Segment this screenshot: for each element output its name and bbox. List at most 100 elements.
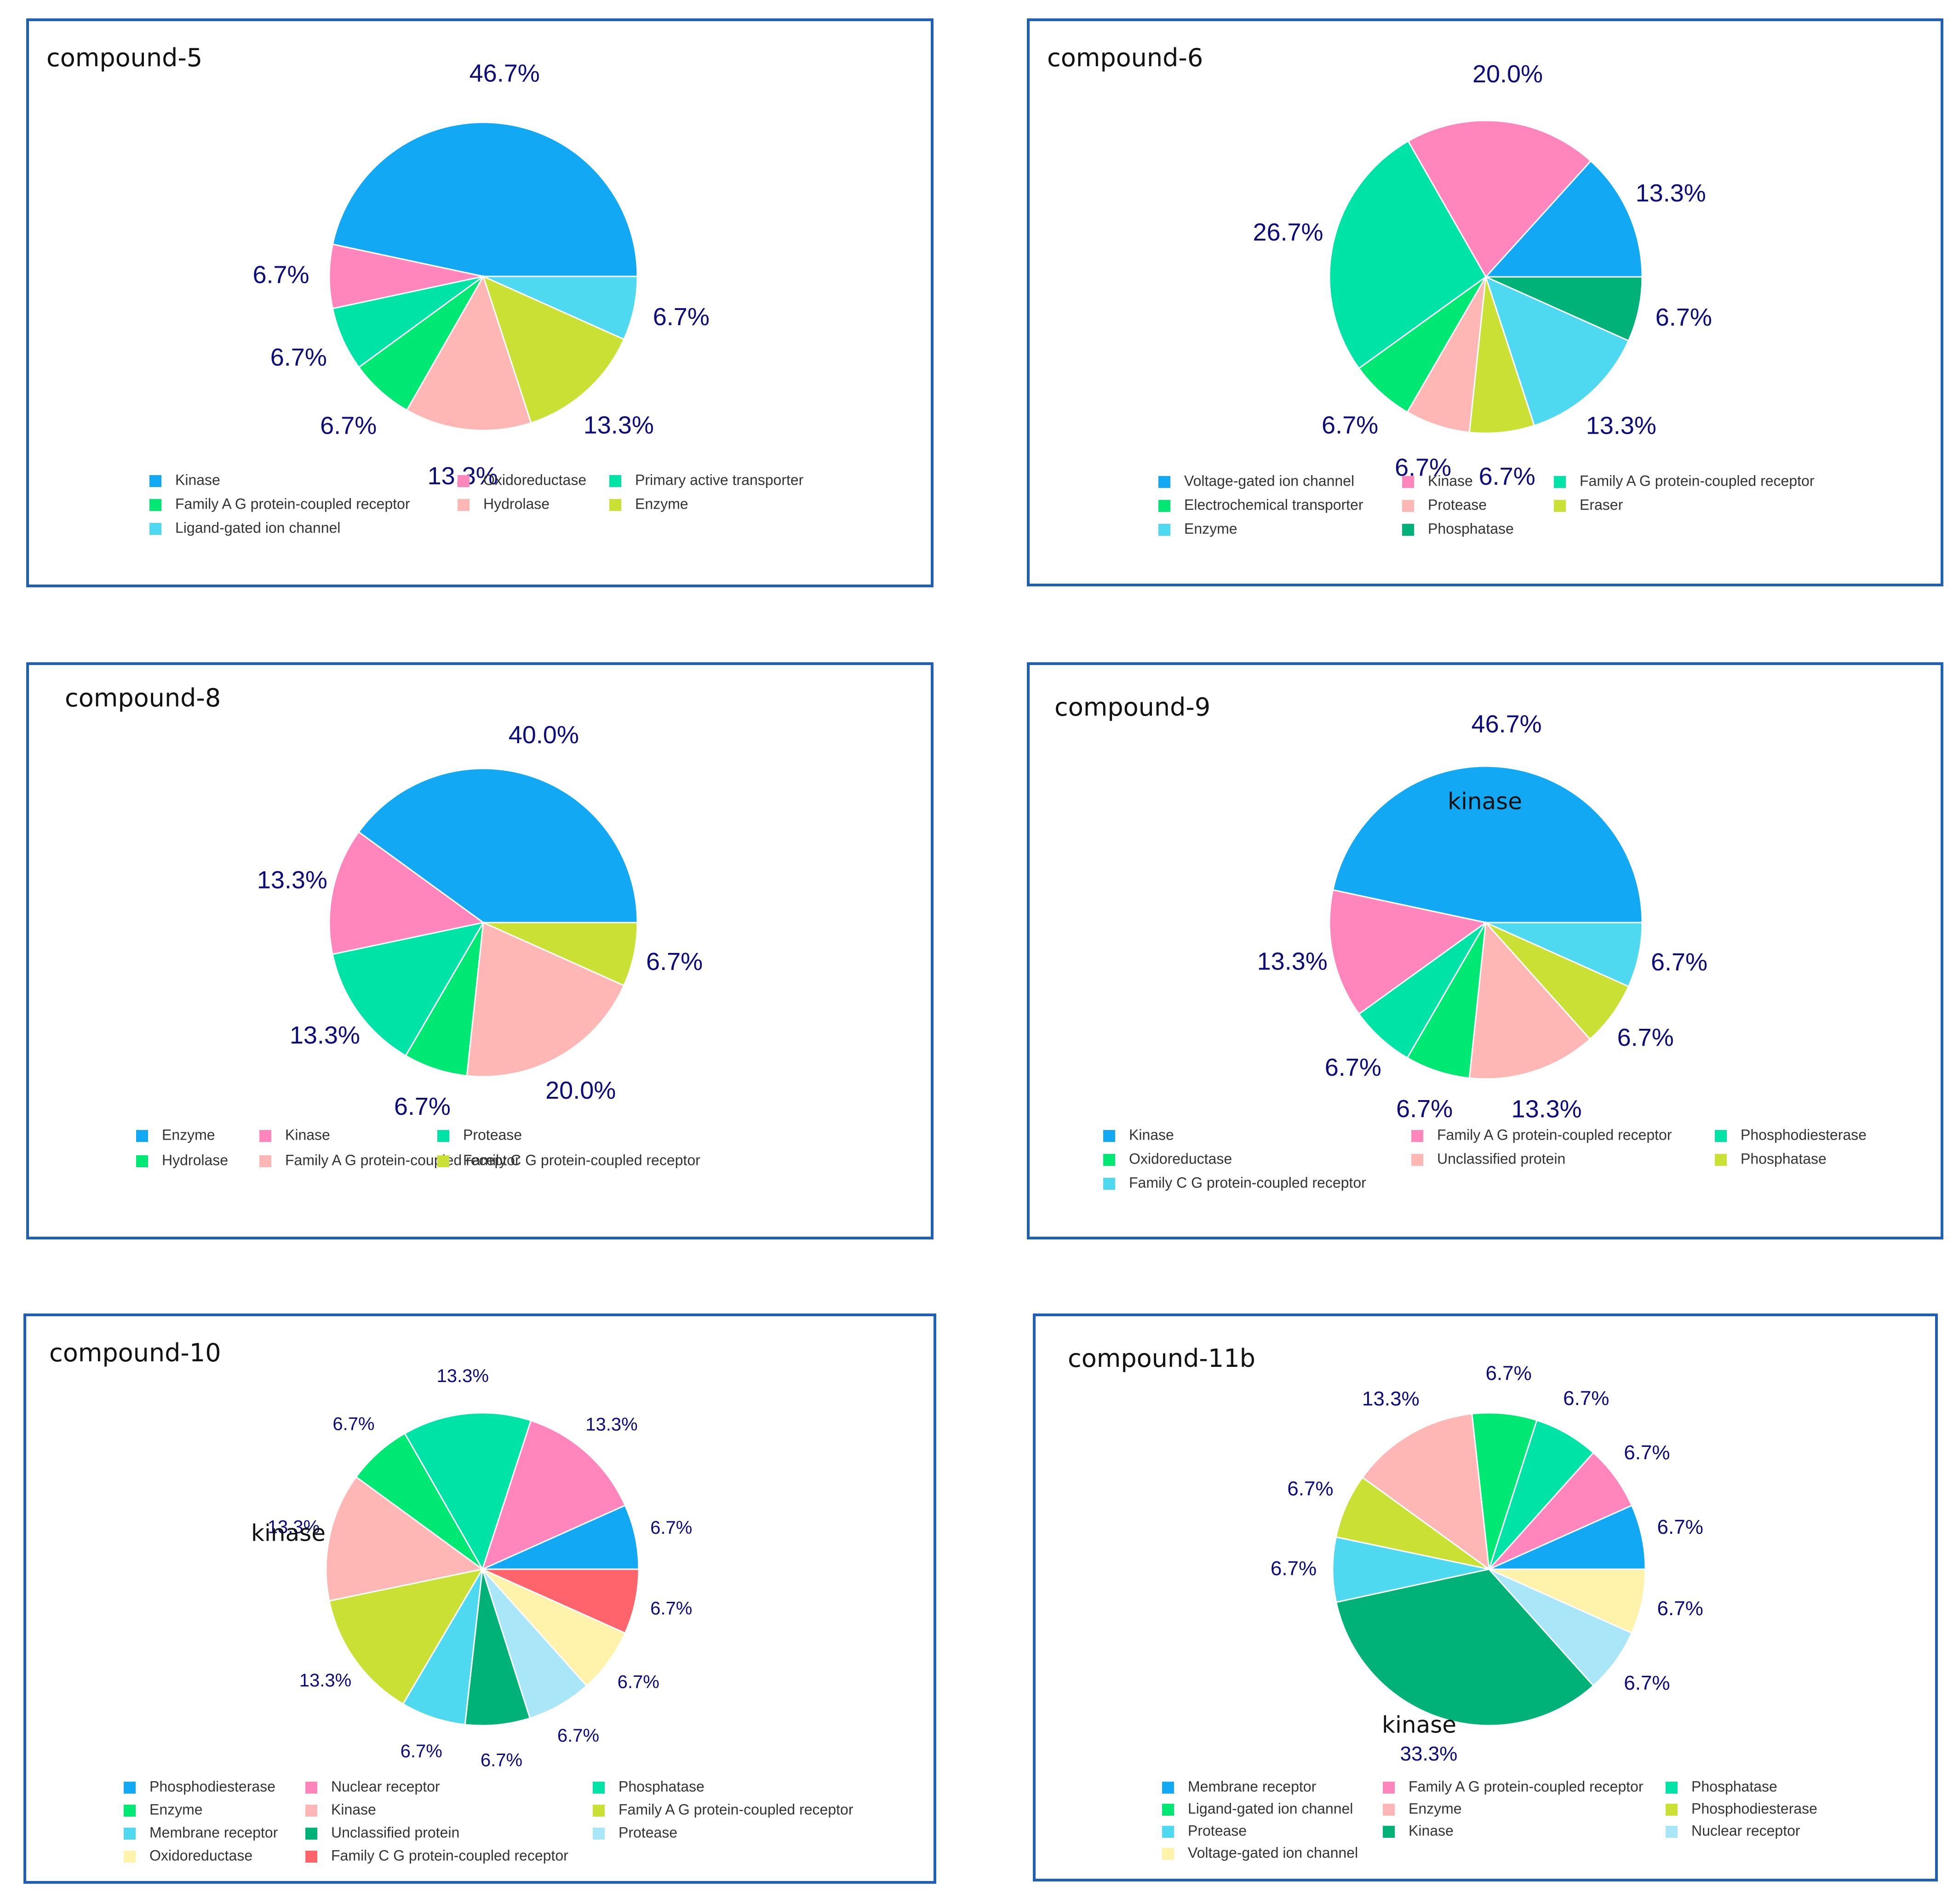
legend-label: Family A G protein-coupled receptor xyxy=(285,1152,520,1168)
slice-percent-label: 40.0% xyxy=(509,721,579,749)
chart-panel-compound-11b: compound-11b 6.7% 6.7% 6.7% 6.7% 13.3% 6.7% 6.… xyxy=(1033,1313,1938,1881)
pie-chart: 13.3%20.0%26.7%6.7%6.7% 6.7%13.3%6.7%Volt… xyxy=(1158,60,1815,537)
pie-slice-phosphatase xyxy=(404,1412,532,1571)
legend-swatch xyxy=(124,1851,136,1863)
legend-label: Oxidoreductase xyxy=(1129,1150,1232,1167)
legend-label: Kinase xyxy=(1409,1822,1454,1839)
legend-swatch xyxy=(124,1805,136,1817)
pie-slice-enzyme xyxy=(482,275,625,424)
legend-swatch xyxy=(149,523,161,535)
chart-title: compound-11b xyxy=(1068,1344,1255,1373)
legend-label: Kinase xyxy=(285,1126,330,1143)
legend-swatch xyxy=(1554,500,1566,512)
legend-label: Enzyme xyxy=(1409,1800,1462,1817)
chart-panel-compound-6: compound-6 13.3% 20.0% 26.7% 6.7% 6.7% 6.7% 13… xyxy=(1027,18,1943,586)
legend-swatch xyxy=(1402,524,1414,536)
legend-label: Family C G protein-coupled receptor xyxy=(1129,1174,1366,1191)
pie-slice-voltage-gated-ion-channel xyxy=(1484,160,1643,278)
pie-chart: 6.7% 13.3% 13.3% 6.7% 13.3% 13.3% 6.7% 6.7% 6.7%… xyxy=(124,1366,853,1864)
legend-label: Voltage-gated ion channel xyxy=(1184,472,1354,489)
legend-label: Protease xyxy=(1428,496,1487,513)
legend-swatch xyxy=(1158,476,1170,488)
legend-label: Voltage-gated ion channel xyxy=(1188,1844,1358,1861)
legend-swatch xyxy=(124,1782,136,1794)
pie-slice-phosphodiesterase xyxy=(1335,1476,1489,1570)
legend-swatch xyxy=(305,1805,317,1817)
legend-swatch xyxy=(1162,1848,1174,1860)
slice-percent-label: 6.7% xyxy=(320,412,377,439)
pie-chart: 6.7% 6.7% 6.7% 6.7% 13.3% 6.7% 6.7% 33.3% 6.7% 6.… xyxy=(1162,1362,1817,1861)
chart-title: compound-9 xyxy=(1054,693,1211,722)
chart-panel-compound-5: compound-5 46.7%6.7%6.7%6.7%13.3%13.3%6.… xyxy=(26,18,934,587)
pie-slice-hydrolase xyxy=(406,275,532,431)
legend-label: Ligand-gated ion channel xyxy=(175,519,340,536)
pie-slice-family-c-g-protein-coupled-receptor xyxy=(1485,922,1643,987)
slice-percent-label: 6.7% xyxy=(1657,1597,1703,1620)
slice-percent-label: 6.7% xyxy=(650,1518,692,1538)
slice-percent-label: 13.3% xyxy=(268,1517,320,1537)
slice-percent-label: 20.0% xyxy=(1472,60,1543,88)
pie-slice-protease xyxy=(332,921,485,1057)
slice-percent-label: 6.7% xyxy=(1325,1054,1381,1081)
slice-percent-label: 6.7% xyxy=(1479,463,1535,490)
chart-panel-compound-10: compound-10 6.7% 13.3% 13.3% 6.7% 13.3% 13.3%… xyxy=(23,1313,936,1884)
legend-swatch xyxy=(259,1130,271,1142)
legend-label: Family A G protein-coupled receptor xyxy=(619,1801,853,1818)
legend-label: Kinase xyxy=(331,1801,376,1818)
legend-swatch xyxy=(609,475,621,487)
pie-slice-enzyme xyxy=(355,1432,483,1570)
legend-label: Oxidoreductase xyxy=(483,471,586,488)
legend-label: Eraser xyxy=(1580,496,1623,513)
pie-slice-oxidoreductase xyxy=(328,243,484,310)
pie-slice-oxidoreductase xyxy=(1406,922,1487,1079)
legend-swatch xyxy=(1715,1154,1727,1166)
slice-percent-label: 6.7% xyxy=(1617,1024,1674,1051)
pie-slice-protease xyxy=(481,1569,588,1719)
chart-panel-compound-8: compound-8 40.0% 13.3% 13.3% 6.7% 20.0% 6.7% E… xyxy=(26,662,934,1239)
slice-percent-label: 6.7% xyxy=(481,1750,522,1770)
legend-swatch xyxy=(1162,1826,1174,1838)
pie-slice-kinase xyxy=(332,121,638,277)
legend-label: Electrochemical transporter xyxy=(1184,496,1363,513)
legend-swatch xyxy=(149,475,161,487)
legend-swatch xyxy=(1162,1782,1174,1794)
legend-label: Hydrolase xyxy=(162,1152,228,1168)
pie-slice-enzyme xyxy=(357,768,638,923)
legend-label: Protease xyxy=(463,1126,522,1143)
legend-label: Family C G protein-coupled receptor xyxy=(331,1847,568,1864)
slice-percent-label: 6.7% xyxy=(1657,1516,1703,1538)
legend-swatch xyxy=(1383,1826,1395,1838)
legend-swatch xyxy=(1402,476,1414,488)
slice-percent-label: 6.7% xyxy=(401,1741,442,1761)
pie-slice-electrochemical-transporter xyxy=(1358,276,1487,413)
pie-slice-nuclear-receptor xyxy=(481,1419,626,1571)
chart-panel-compound-9: compound-9 46.7% 13.3% 6.7% 6.7% 13.3% 6.7% 6.… xyxy=(1027,662,1943,1239)
slice-percent-label: 6.7% xyxy=(1322,411,1378,439)
legend-swatch xyxy=(124,1828,136,1840)
slice-percent-label: 6.7% xyxy=(1651,948,1707,976)
pie-chart: 40.0% 13.3% 13.3% 6.7% 20.0% 6.7% Enzyme Kinase… xyxy=(136,721,703,1168)
pie-slice-family-c-g-protein-coupled-receptor xyxy=(483,922,638,986)
legend-swatch xyxy=(1162,1804,1174,1816)
pie-chart: 46.7%6.7%6.7%6.7%13.3%13.3%6.7%KinaseOxi… xyxy=(149,60,804,536)
slice-percent-label: 13.3% xyxy=(1362,1388,1420,1410)
slice-percent-label: 6.7% xyxy=(653,303,710,331)
slice-percent-label: 13.3% xyxy=(290,1021,360,1049)
legend-swatch xyxy=(1554,476,1566,488)
legend-swatch xyxy=(1402,500,1414,512)
legend-label: Enzyme xyxy=(149,1801,203,1818)
legend-label: Phosphatase xyxy=(1691,1778,1777,1795)
legend-label: Enzyme xyxy=(1184,520,1237,537)
pie-slice-phosphatase xyxy=(1485,276,1643,342)
legend-label: Phosphatase xyxy=(1741,1150,1827,1167)
slice-percent-label: 26.7% xyxy=(1253,218,1323,246)
slice-percent-label: 6.7% xyxy=(1624,1441,1670,1464)
slice-percent-label: 6.7% xyxy=(1624,1672,1670,1694)
legend-label: Phosphatase xyxy=(619,1778,705,1795)
slice-percent-label: 6.7% xyxy=(1485,1362,1531,1385)
pie-slice-kinase xyxy=(328,831,485,955)
slice-percent-label: 13.3% xyxy=(585,1414,637,1434)
legend-label: Family A G protein-coupled receptor xyxy=(1437,1126,1672,1143)
slice-percent-label: 6.7% xyxy=(1563,1387,1609,1410)
pie-slice-family-a-g-protein-coupled-receptor xyxy=(1329,140,1487,369)
